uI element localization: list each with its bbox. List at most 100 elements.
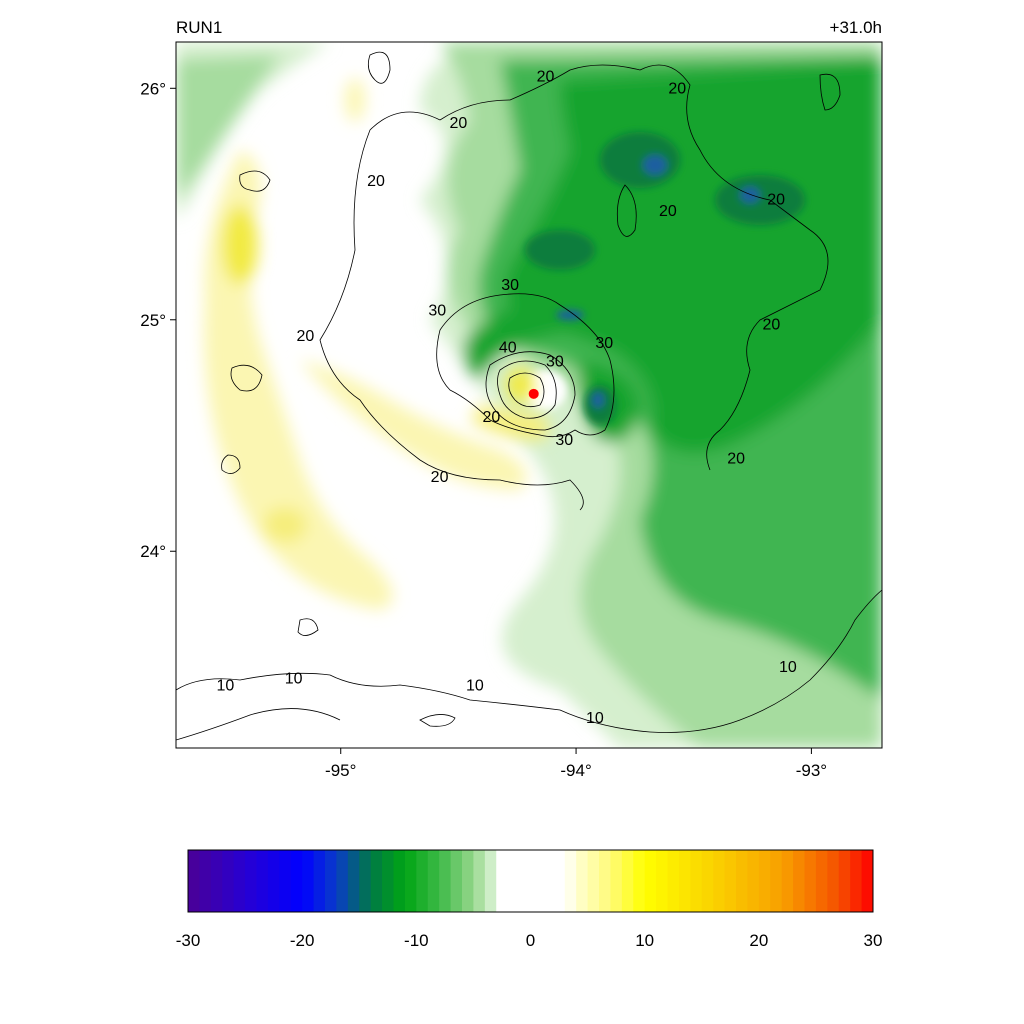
lat-tick-label: 24°: [140, 542, 166, 561]
colorbar-cell: [815, 850, 828, 912]
colorbar-cell: [484, 850, 497, 912]
lon-tick-label: -93°: [796, 761, 827, 780]
dark-green-core: [525, 230, 595, 270]
dark-green-core: [600, 132, 680, 188]
contour-label: 40: [499, 340, 517, 357]
longitude-axis: -95° -94° -93°: [325, 748, 827, 780]
contour-20-north: [439, 64, 829, 471]
contour-label: 20: [450, 115, 468, 132]
contour-label: 20: [668, 80, 686, 97]
colorbar-cell: [462, 850, 474, 912]
yellow-eye: [506, 367, 534, 403]
colorbar-cell: [393, 850, 406, 912]
colorbar-cell: [188, 850, 200, 912]
contour-label: 20: [659, 203, 677, 220]
deep-green-region: [505, 60, 882, 453]
contour-20-island: [221, 454, 241, 474]
colorbar-cell: [233, 850, 246, 912]
colorbar-cell: [804, 850, 817, 912]
colorbar-tick-label: -10: [404, 931, 429, 950]
contour-label: 30: [501, 277, 519, 294]
colorbar-cell: [313, 850, 326, 912]
colorbar-cell: [519, 850, 531, 912]
colorbar-cell: [279, 850, 292, 912]
contour-40: [497, 360, 557, 419]
colorbar-tick-label: 10: [635, 931, 654, 950]
contour-20-island: [367, 51, 391, 84]
dark-green-core: [715, 175, 805, 225]
contour-10-south: [176, 589, 882, 733]
colorbar-cell: [427, 850, 440, 912]
colorbar-cell: [644, 850, 657, 912]
colorbar-cell: [290, 850, 303, 912]
colorbar-cell: [302, 850, 315, 912]
latitude-axis: 26° 25° 24°: [140, 79, 176, 561]
colorbar-cell: [347, 850, 360, 912]
contour-label: 10: [779, 659, 797, 676]
colorbar-cell: [758, 850, 771, 912]
contour-20-island: [616, 184, 637, 237]
contour-20-island: [239, 170, 271, 192]
contour-10-island: [297, 618, 319, 636]
colorbar-cell: [439, 850, 452, 912]
colorbar-cell: [838, 850, 851, 912]
contour-10-southwest: [176, 708, 341, 741]
contour-label: 30: [546, 353, 564, 370]
colorbar-cell: [416, 850, 429, 912]
colorbar-cell: [564, 850, 577, 912]
map-frame: [175, 41, 883, 749]
contour-label: 10: [466, 678, 484, 695]
colorbar-cell: [336, 850, 349, 912]
contour-inner: [508, 372, 545, 408]
contour-label: 10: [217, 678, 235, 695]
colorbar-cell: [325, 850, 337, 912]
contour-label: 20: [367, 173, 385, 190]
colorbar-tick-label: -30: [176, 931, 201, 950]
colorbar-tick-label: 0: [526, 931, 535, 950]
deep-green-band: [464, 300, 610, 380]
colorbar-cell: [667, 850, 680, 912]
blue-core: [643, 155, 667, 175]
pale-yellow-spot: [345, 78, 365, 122]
colorbar-cell: [404, 850, 417, 912]
contour-label: 20: [431, 469, 449, 486]
colorbar-cell: [382, 850, 394, 912]
colorbar-tick-label: 30: [864, 931, 883, 950]
contour-label: 20: [767, 191, 785, 208]
colorbar-cell: [850, 850, 863, 912]
lon-tick-label: -95°: [325, 761, 356, 780]
colorbar-cell: [770, 850, 783, 912]
colorbar-tick-label: -20: [290, 931, 315, 950]
colorbar-cell: [747, 850, 760, 912]
blue-core: [556, 310, 584, 320]
colorbar-cell: [507, 850, 520, 912]
colorbar-cell: [199, 850, 212, 912]
colorbar-cell: [576, 850, 589, 912]
colorbar-cell: [530, 850, 543, 912]
contour-label: 20: [297, 328, 315, 345]
contour-label: 20: [762, 316, 780, 333]
yellow-core: [222, 205, 258, 285]
colorbar-cell: [678, 850, 691, 912]
blue-core: [592, 392, 604, 408]
colorbar-cell: [587, 850, 600, 912]
colorbar-cell: [245, 850, 257, 912]
lon-tick-label: -94°: [560, 761, 591, 780]
lat-tick-label: 26°: [140, 79, 166, 98]
colorbar-cell: [610, 850, 623, 912]
map-panel: 20 20 20 20 20 20 20 20 20 20 20 30 30 30 30 30 40 10 10 10…: [140, 41, 883, 780]
colorbar-cell: [370, 850, 383, 912]
colorbar-cell: [210, 850, 223, 912]
colorbar-cell: [621, 850, 634, 912]
contour-lines: [176, 51, 882, 741]
colorbar-cell: [496, 850, 509, 912]
contour-label: 30: [595, 335, 613, 352]
colorbar-cell: [793, 850, 805, 912]
colorbar-cell: [861, 850, 874, 912]
contour-labels: 20 20 20 20 20 20 20 20 20 20 20 30 30 30 30 30 40 10 10 10…: [217, 69, 797, 727]
colorbar-tick-label: 20: [749, 931, 768, 950]
colorbar-cell: [450, 850, 463, 912]
colorbar-cell: [541, 850, 554, 912]
blue-core: [740, 187, 760, 203]
